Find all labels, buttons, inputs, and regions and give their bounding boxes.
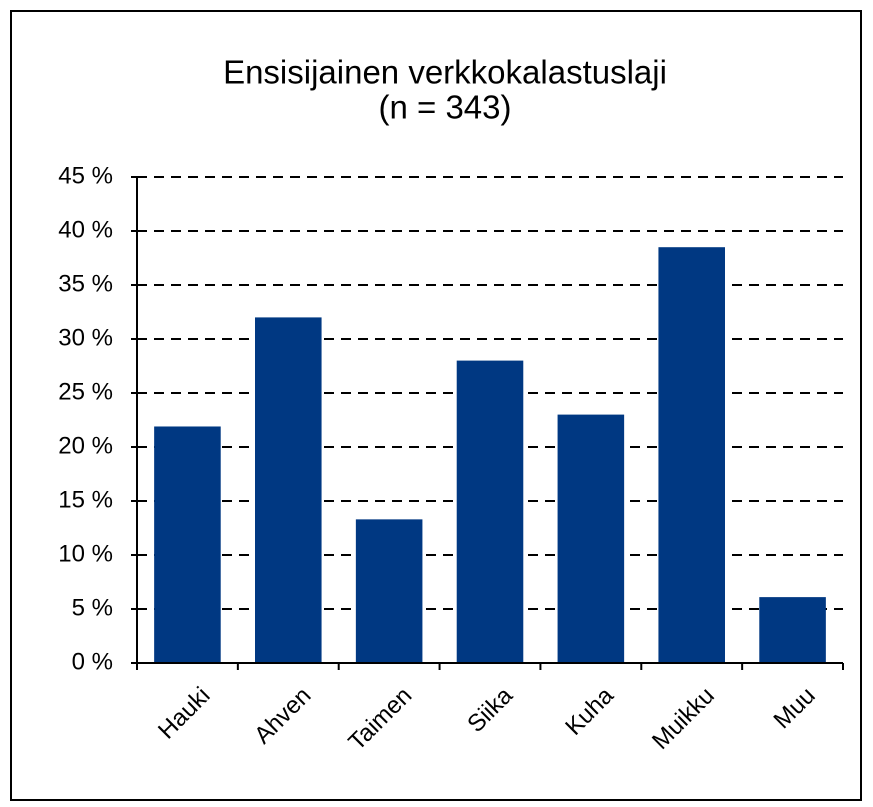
bar bbox=[355, 519, 423, 663]
y-tick-label: 25 % bbox=[58, 378, 113, 405]
y-tick-label: 35 % bbox=[58, 270, 113, 297]
x-tick-label: Muikku bbox=[647, 682, 720, 755]
y-tick-label: 45 % bbox=[58, 162, 113, 189]
y-tick-label: 10 % bbox=[58, 540, 113, 567]
x-tick-label: Siika bbox=[462, 682, 518, 738]
bar bbox=[759, 597, 826, 663]
x-tick-label: Ahven bbox=[249, 682, 316, 749]
x-tick-label: Kuha bbox=[560, 682, 619, 741]
bar bbox=[658, 247, 725, 663]
x-tick-label: Taimen bbox=[343, 682, 417, 756]
bar bbox=[557, 414, 625, 663]
x-tick-label: Muu bbox=[769, 682, 821, 734]
y-tick-label: 20 % bbox=[58, 432, 113, 459]
chart-frame bbox=[10, 10, 862, 801]
bar bbox=[255, 317, 322, 663]
y-tick-label: 0 % bbox=[72, 648, 113, 675]
bar bbox=[456, 360, 524, 663]
chart-title: Ensisijainen verkkokalastuslaji bbox=[223, 54, 667, 91]
y-tick-label: 40 % bbox=[58, 216, 113, 243]
y-tick-label: 30 % bbox=[58, 324, 113, 351]
y-tick-label: 15 % bbox=[58, 486, 113, 513]
bar bbox=[154, 426, 221, 663]
x-tick-label: Hauki bbox=[153, 682, 215, 744]
chart-subtitle: (n = 343) bbox=[379, 89, 512, 126]
y-tick-label: 5 % bbox=[72, 594, 113, 621]
